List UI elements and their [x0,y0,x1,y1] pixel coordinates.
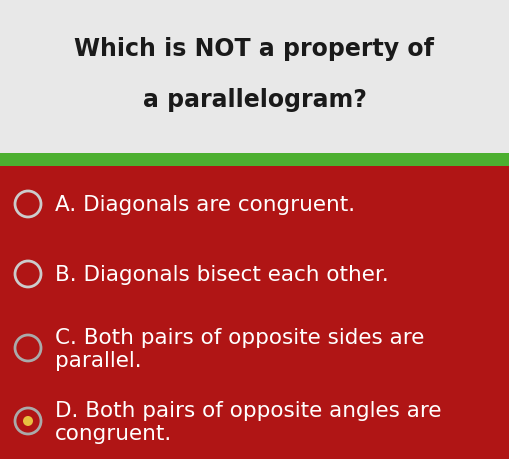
Text: B. Diagonals bisect each other.: B. Diagonals bisect each other. [55,264,389,285]
Text: D. Both pairs of opposite angles are: D. Both pairs of opposite angles are [55,400,441,420]
Circle shape [23,416,33,426]
Text: congruent.: congruent. [55,423,172,443]
Text: a parallelogram?: a parallelogram? [143,88,366,112]
Text: C. Both pairs of opposite sides are: C. Both pairs of opposite sides are [55,327,425,347]
Bar [0,0,509,154]
Bar [0,154,509,167]
Text: parallel.: parallel. [55,350,142,370]
Text: Which is NOT a property of: Which is NOT a property of [74,37,435,61]
Text: A. Diagonals are congruent.: A. Diagonals are congruent. [55,195,355,214]
